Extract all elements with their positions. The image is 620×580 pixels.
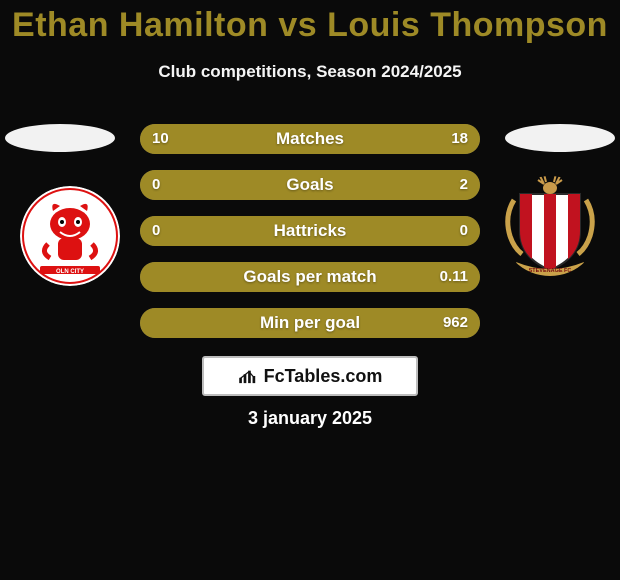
club-badge-right: STEVENAGE FC — [500, 176, 600, 276]
stat-label: Goals per match — [140, 262, 480, 292]
stat-label: Min per goal — [140, 308, 480, 338]
brand-text: FcTables.com — [264, 366, 383, 387]
stat-label: Hattricks — [140, 216, 480, 246]
date-text: 3 january 2025 — [0, 408, 620, 429]
bars-icon — [238, 368, 260, 384]
stat-label: Goals — [140, 170, 480, 200]
stat-label: Matches — [140, 124, 480, 154]
shadow-ellipse-left — [5, 124, 115, 152]
stat-rows: 1018Matches 02Goals 00Hattricks 0.11Goals p… — [140, 124, 480, 354]
stat-row: 0.11Goals per match — [140, 262, 480, 292]
club-badge-left: OLN CITY — [20, 186, 120, 286]
stat-row: 02Goals — [140, 170, 480, 200]
stat-row: 962Min per goal — [140, 308, 480, 338]
page-title: Ethan Hamilton vs Louis Thompson — [0, 6, 620, 45]
svg-text:STEVENAGE FC: STEVENAGE FC — [529, 268, 572, 274]
shadow-ellipse-right — [505, 124, 615, 152]
page-subtitle: Club competitions, Season 2024/2025 — [0, 62, 620, 82]
stat-row: 00Hattricks — [140, 216, 480, 246]
comparison-card: Ethan Hamilton vs Louis Thompson Club co… — [0, 0, 620, 580]
svg-text:OLN CITY: OLN CITY — [56, 269, 84, 275]
stat-row: 1018Matches — [140, 124, 480, 154]
brand-box: FcTables.com — [202, 356, 418, 396]
